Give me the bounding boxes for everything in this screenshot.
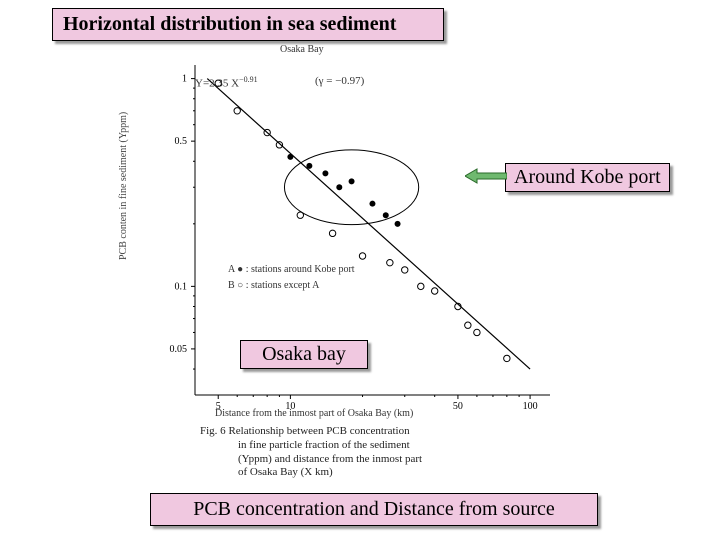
svg-text:1: 1 [182, 74, 187, 85]
y-axis-label: PCB conten in fine sediment (Yppm) [118, 112, 129, 260]
svg-text:0.5: 0.5 [175, 136, 188, 147]
eq-base: Y=2.35 X [195, 78, 239, 90]
cap-l4: of Osaka Bay (X km) [238, 466, 333, 478]
cap-l3: (Yppm) and distance from the inmost part [238, 453, 422, 465]
chart-header: Osaka Bay [280, 44, 324, 55]
bottom-label-box: PCB concentration and Distance from sour… [150, 493, 598, 526]
equation-text: Y=2.35 X−0.91 [195, 75, 258, 90]
legend-a: A ● : stations around Kobe port [228, 264, 355, 275]
svg-text:50: 50 [453, 401, 463, 412]
svg-text:100: 100 [523, 401, 538, 412]
cap-l2: in fine particle fraction of the sedimen… [238, 439, 410, 451]
fig-no: Fig. 6 [200, 425, 226, 437]
eq-exp: −0.91 [239, 75, 258, 84]
svg-text:0.1: 0.1 [175, 281, 188, 292]
svg-text:0.05: 0.05 [170, 344, 188, 355]
cap-l1: Relationship between PCB concentration [228, 425, 409, 437]
bottom-label-text: PCB concentration and Distance from sour… [193, 498, 555, 520]
x-axis-label: Distance from the inmost part of Osaka B… [215, 408, 413, 419]
title-text: Horizontal distribution in sea sediment [63, 13, 396, 35]
title-box: Horizontal distribution in sea sediment [52, 8, 444, 41]
figure-caption: Fig. 6 Relationship between PCB concentr… [200, 425, 510, 480]
correlation-text: (γ = −0.97) [315, 75, 364, 87]
legend-b: B ○ : stations except A [228, 280, 319, 291]
